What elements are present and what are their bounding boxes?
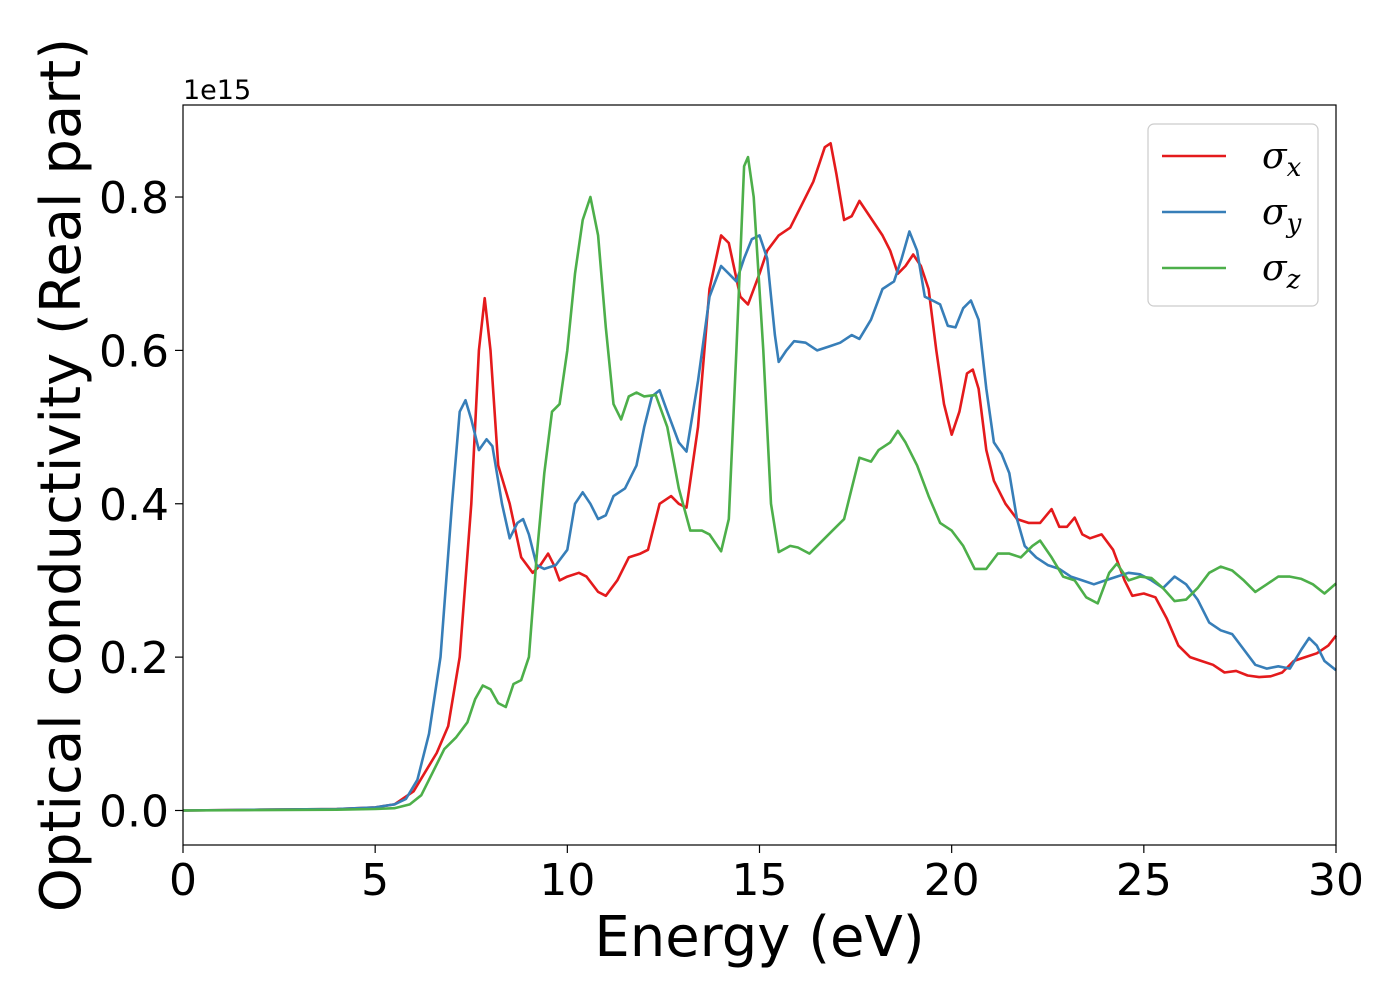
plot-frame <box>182 104 1337 846</box>
y-tick-label: 0.0 <box>99 786 169 837</box>
y-axis-title: Optical conductivity (Real part) <box>29 38 94 912</box>
series-line-sigma-y <box>182 230 1337 812</box>
y-tick-label: 0.2 <box>99 633 169 684</box>
legend-box <box>1147 123 1319 307</box>
legend-label-sigma-z: σz <box>1262 248 1301 295</box>
x-tick-label: 15 <box>732 855 788 906</box>
x-tick-label: 25 <box>1116 855 1172 906</box>
y-tick-label: 0.4 <box>99 480 169 531</box>
x-axis-title: Energy (eV) <box>594 905 924 970</box>
x-tick-label: 5 <box>361 855 389 906</box>
tick-layer: 0 5 10 15 20 25 30 0.0 0.2 0.4 0.6 0.8 <box>99 173 1364 906</box>
series-line-sigma-x <box>182 142 1338 812</box>
series-layer <box>182 142 1338 812</box>
y-tick-label: 0.8 <box>99 173 169 224</box>
x-tick-label: 20 <box>924 855 980 906</box>
legend-label-sigma-y: σy <box>1262 192 1302 239</box>
x-tick-label: 0 <box>169 855 197 906</box>
series-line-sigma-z <box>182 155 1337 812</box>
x-tick-label: 10 <box>539 855 595 906</box>
y-tick-label: 0.6 <box>99 326 169 377</box>
legend: σx σy σz <box>1147 123 1319 307</box>
y-offset-text: 1e15 <box>183 75 251 106</box>
legend-label-sigma-x: σx <box>1262 136 1302 183</box>
x-tick-label: 30 <box>1308 855 1364 906</box>
